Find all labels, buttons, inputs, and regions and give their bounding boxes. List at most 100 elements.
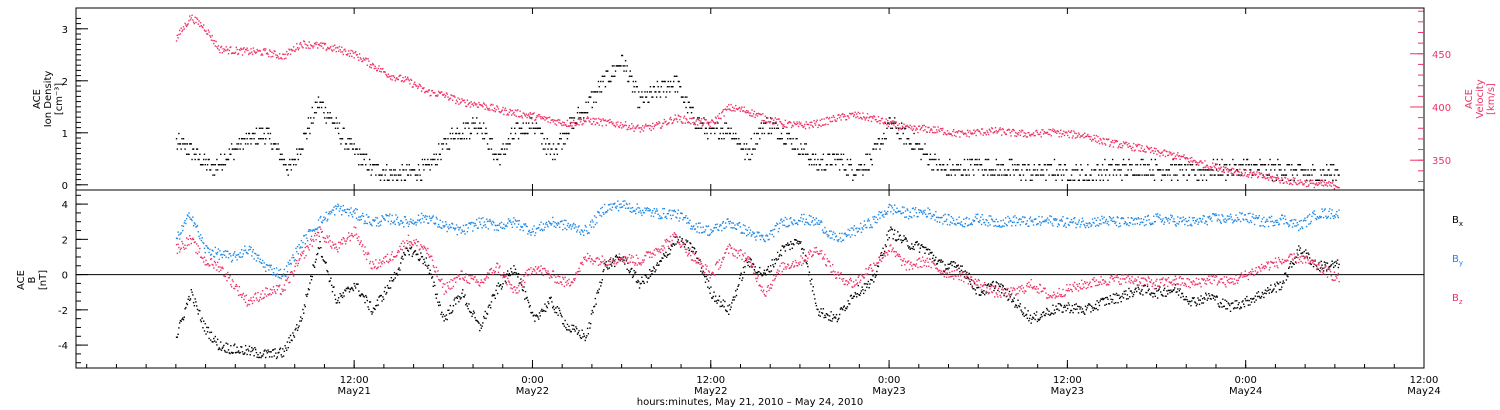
data-point [547, 301, 549, 303]
data-point [1039, 133, 1041, 136]
data-point [1295, 256, 1298, 258]
data-point [382, 217, 385, 220]
data-point [1076, 136, 1078, 139]
data-point [1042, 133, 1045, 135]
data-point [341, 209, 344, 212]
data-point [538, 318, 540, 320]
data-point [524, 132, 526, 135]
data-point [285, 275, 287, 277]
data-point [327, 213, 330, 215]
data-point [788, 243, 790, 246]
data-point [441, 227, 443, 230]
data-point [1230, 172, 1233, 174]
data-point [1153, 152, 1155, 155]
data-point [896, 127, 898, 129]
data-point [1251, 174, 1253, 176]
data-point [911, 148, 914, 150]
data-point [310, 117, 312, 119]
data-point [593, 101, 595, 103]
data-point [666, 86, 669, 88]
data-point [1298, 183, 1300, 185]
data-point [852, 297, 854, 299]
data-point [1234, 170, 1236, 173]
data-point [751, 266, 753, 268]
data-point [1091, 138, 1094, 141]
data-point [1032, 316, 1034, 318]
data-point [589, 327, 591, 329]
data-point [1147, 147, 1150, 149]
data-point [1261, 291, 1264, 294]
data-point [825, 313, 828, 315]
data-point [491, 295, 493, 297]
data-point [1037, 318, 1039, 320]
data-point [450, 138, 452, 140]
data-point [593, 118, 596, 120]
data-point [594, 91, 597, 93]
data-point [730, 306, 732, 308]
data-point [336, 122, 338, 124]
data-point [420, 179, 423, 181]
data-point [684, 96, 687, 98]
data-point [506, 273, 508, 275]
data-point [192, 148, 194, 150]
data-point [397, 222, 400, 224]
data-point [414, 221, 417, 223]
data-point [1294, 261, 1297, 263]
data-point [561, 148, 563, 150]
data-point [528, 127, 531, 129]
data-point [394, 223, 396, 226]
data-point [1318, 179, 1320, 181]
data-point [1304, 174, 1306, 176]
data-point [1055, 305, 1057, 307]
data-point [776, 259, 778, 261]
data-point [1179, 158, 1181, 160]
data-point [396, 179, 398, 181]
data-point [363, 58, 365, 61]
data-point [326, 269, 328, 272]
data-point [949, 263, 951, 265]
data-point [228, 148, 230, 150]
data-point [1294, 177, 1296, 180]
data-point [645, 274, 647, 277]
data-point [552, 121, 555, 123]
data-point [959, 265, 962, 267]
data-point [949, 262, 952, 265]
data-point [861, 118, 863, 120]
data-point [540, 118, 542, 120]
data-point [534, 315, 537, 317]
data-point [633, 269, 635, 272]
data-point [258, 254, 260, 257]
data-point [667, 253, 669, 256]
data-point [389, 78, 392, 80]
data-point [618, 126, 621, 129]
data-point [361, 60, 363, 63]
data-point [1070, 309, 1072, 312]
data-point [976, 158, 978, 161]
data-point [828, 118, 830, 120]
data-point [297, 253, 300, 255]
data-point [334, 122, 336, 124]
data-point [429, 217, 431, 220]
data-point [666, 254, 669, 256]
data-point [424, 215, 427, 217]
data-point [1291, 266, 1293, 268]
data-point [970, 283, 972, 285]
data-point [469, 138, 471, 140]
data-point [610, 80, 612, 83]
data-point [180, 148, 182, 150]
data-point [1319, 179, 1321, 181]
data-point [513, 127, 516, 129]
data-point [1329, 164, 1332, 166]
data-point [227, 250, 229, 253]
data-point [393, 76, 396, 79]
data-point [814, 302, 817, 304]
data-point [1301, 183, 1304, 185]
data-point [222, 253, 224, 256]
data-point [472, 105, 475, 107]
data-point [539, 127, 541, 129]
data-point [448, 309, 450, 311]
data-point [233, 158, 235, 161]
data-point [454, 228, 456, 231]
data-point [259, 258, 262, 261]
data-point [1270, 175, 1272, 178]
